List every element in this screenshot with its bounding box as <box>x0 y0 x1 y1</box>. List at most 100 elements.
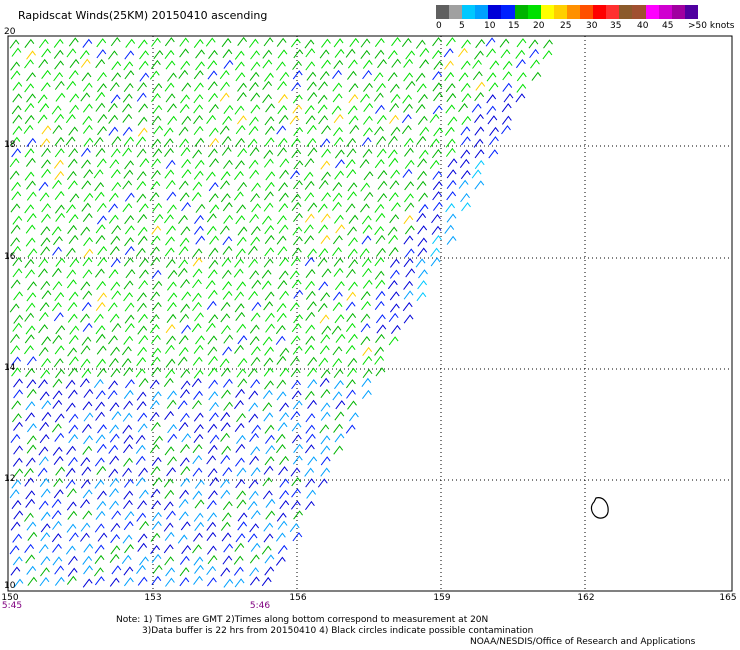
wind-barb <box>460 170 471 180</box>
wind-barb <box>163 501 174 511</box>
wind-barb <box>207 423 218 433</box>
wind-barb <box>123 457 133 467</box>
wind-barb <box>349 412 359 422</box>
wind-barb <box>348 214 359 224</box>
wind-barb <box>195 203 206 213</box>
wind-barb <box>124 136 134 146</box>
wind-barb <box>415 39 426 49</box>
wind-barb <box>10 136 21 146</box>
wind-barb <box>223 104 234 115</box>
wind-barb <box>95 58 106 69</box>
wind-barb <box>433 92 443 102</box>
wind-barb <box>251 424 262 434</box>
wind-barb <box>249 270 260 280</box>
wind-barb <box>334 411 345 421</box>
wind-barb <box>264 291 275 301</box>
wind-barb <box>290 500 301 510</box>
wind-barb <box>293 160 304 170</box>
wind-barb <box>348 281 358 291</box>
wind-barb <box>27 248 38 258</box>
wind-barb <box>163 138 174 148</box>
wind-barb <box>96 358 106 368</box>
wind-barb <box>82 322 93 332</box>
wind-barb <box>237 378 248 388</box>
wind-barb <box>82 38 93 48</box>
wind-barb <box>460 149 471 159</box>
wind-barb <box>404 225 415 235</box>
wind-barb <box>124 50 135 60</box>
wind-barb <box>289 302 300 312</box>
wind-barb <box>347 400 357 410</box>
wind-barb <box>136 180 147 190</box>
wind-barb <box>10 203 21 213</box>
wind-barb <box>39 434 50 444</box>
wind-barb <box>446 235 457 245</box>
wind-barb <box>110 235 121 245</box>
wind-barb <box>276 512 287 522</box>
wind-barb <box>13 389 23 399</box>
wind-barb <box>403 280 413 290</box>
wind-barb <box>265 510 276 520</box>
wind-barb <box>180 303 190 313</box>
wind-barb <box>290 410 301 421</box>
wind-barb <box>376 324 387 334</box>
wind-barb <box>24 38 35 48</box>
wind-barb <box>52 378 63 388</box>
wind-barb <box>207 335 218 345</box>
wind-barb <box>345 424 356 434</box>
wind-barb <box>264 72 274 82</box>
wind-barb <box>24 83 35 93</box>
wind-barb <box>123 490 134 500</box>
wind-speed-color-scale <box>436 5 698 19</box>
wind-barb <box>110 368 121 378</box>
wind-barb <box>220 301 231 311</box>
wind-barb <box>37 114 48 124</box>
wind-barb <box>446 92 457 103</box>
wind-barb <box>360 49 371 59</box>
scale-swatch <box>462 5 476 19</box>
wind-barb <box>109 487 119 498</box>
wind-barb <box>192 356 203 366</box>
wind-barb <box>139 520 149 531</box>
wind-barb <box>122 113 133 123</box>
wind-barb <box>485 37 496 47</box>
wind-barb <box>375 333 385 343</box>
wind-barb <box>319 377 330 387</box>
wind-barb <box>177 356 188 366</box>
wind-barb <box>38 324 49 334</box>
wind-barb <box>138 60 149 70</box>
wind-barb <box>123 389 134 399</box>
wind-barb <box>67 224 78 234</box>
wind-barb <box>417 115 428 125</box>
wind-barb <box>207 269 218 279</box>
wind-barb <box>13 291 23 301</box>
wind-barb <box>52 446 63 456</box>
wind-barb <box>138 377 149 387</box>
wind-barb <box>13 468 24 478</box>
wind-barb <box>206 577 217 587</box>
wind-barb <box>123 400 133 410</box>
wind-barb <box>164 247 175 257</box>
wind-barb <box>82 257 93 267</box>
wind-barb <box>321 38 331 48</box>
wind-barb <box>234 170 244 180</box>
wind-barb <box>26 137 37 148</box>
wind-barb <box>279 158 290 168</box>
wind-barb <box>180 477 191 487</box>
wind-barb <box>347 191 357 201</box>
wind-barb <box>26 292 37 302</box>
wind-barb <box>81 423 92 433</box>
wind-barb <box>219 125 230 135</box>
wind-barb <box>404 159 415 169</box>
wind-barb <box>193 423 204 434</box>
wind-barb <box>151 347 162 357</box>
wind-barb <box>236 236 247 246</box>
wind-barb <box>137 423 148 433</box>
wind-barb <box>55 368 65 379</box>
wind-barb <box>53 489 64 499</box>
wind-barb <box>276 302 287 312</box>
wind-barb <box>80 281 91 291</box>
wind-barb <box>26 435 37 445</box>
wind-barb <box>432 105 443 115</box>
wind-barb <box>94 457 105 467</box>
